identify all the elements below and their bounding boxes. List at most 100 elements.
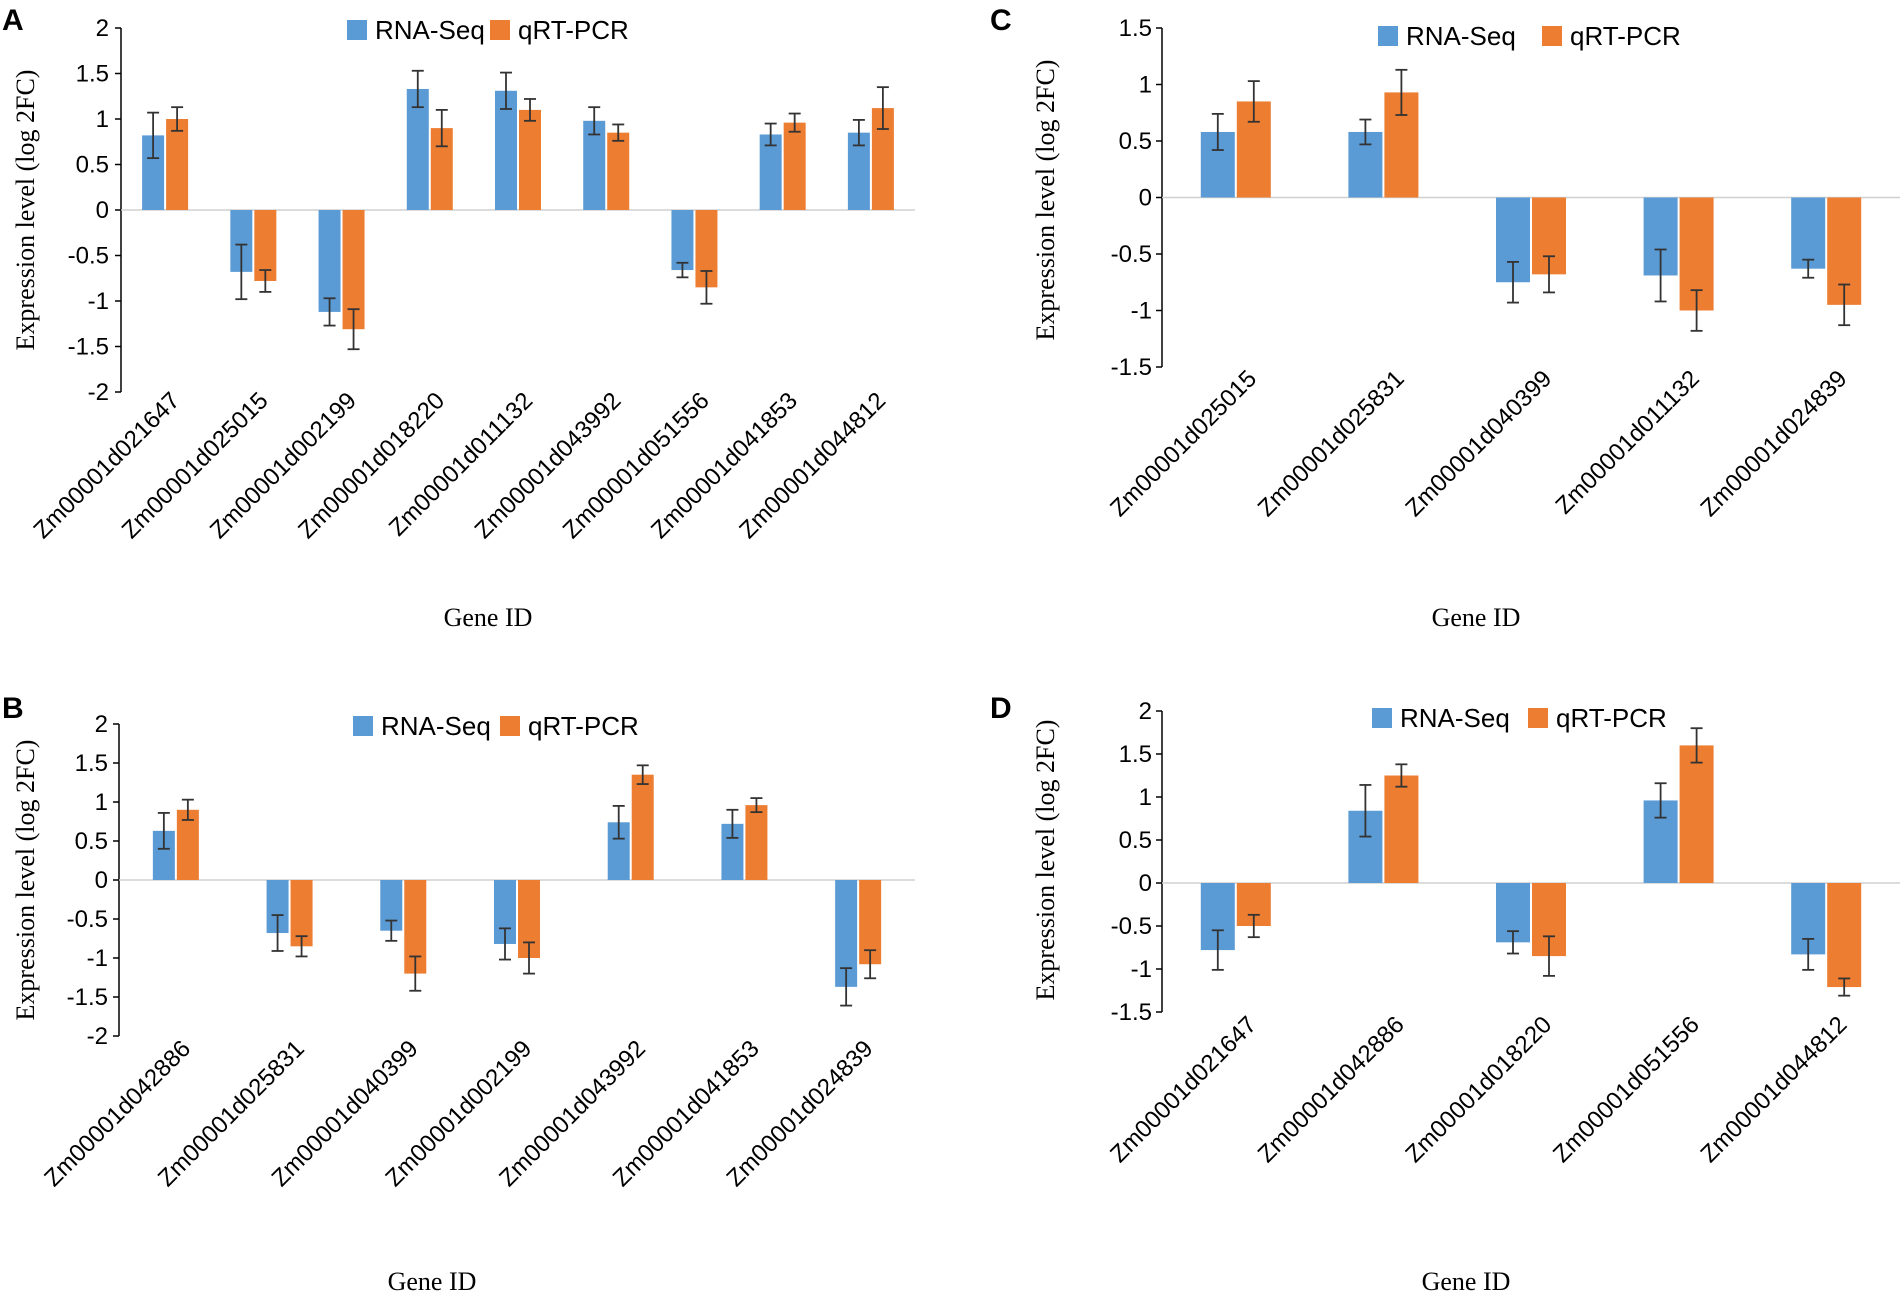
panel-a-letter: A <box>2 4 24 37</box>
panel-d-y-tick-label: 0 <box>1139 870 1152 897</box>
panel-a-y-tick-label: -1.5 <box>68 334 109 361</box>
panel-b-bar-qrt-pcr <box>859 880 882 965</box>
panel-a-bar-qrt-pcr <box>695 210 718 288</box>
panel-a-bar-rna-seq <box>583 120 606 210</box>
panel-a-bar-qrt-pcr <box>783 122 806 210</box>
panel-d-category-label: Zm00001d042886 <box>1253 1011 1410 1168</box>
panel-d-y-tick-label: 1.5 <box>1119 741 1152 768</box>
panel-c-x-axis-title: Gene ID <box>1432 603 1521 632</box>
panel-d-legend-swatch-rna-seq <box>1372 708 1392 728</box>
panel-b-y-tick-label: -0.5 <box>67 906 108 933</box>
panel-c-y-tick-label: -1 <box>1131 298 1152 325</box>
panel-c-category-label: Zm00001d011132 <box>1551 365 1705 519</box>
panel-d-y-axis-title: Expression level (log 2FC) <box>1031 720 1060 1001</box>
panel-b-y-tick-label: -1 <box>87 945 108 972</box>
panel-a-category-label: Zm00001d002199 <box>205 387 362 544</box>
panel-d-y-tick-label: -1 <box>1131 956 1152 983</box>
panel-c-legend-label-rna-seq: RNA-Seq <box>1406 21 1516 51</box>
panel-b-y-tick-label: 0.5 <box>75 828 108 855</box>
panel-a-bar-rna-seq <box>142 135 165 210</box>
panel-a-y-tick-label: 2 <box>96 15 109 42</box>
panel-d-bar-qrt-pcr <box>1679 745 1714 883</box>
panel-a-bar-rna-seq <box>406 88 429 210</box>
panel-b-y-tick-label: -2 <box>87 1023 108 1050</box>
panel-b-bar-qrt-pcr <box>745 805 768 880</box>
panel-c-y-axis-title: Expression level (log 2FC) <box>1031 60 1060 341</box>
panel-c-y-tick-label: 1 <box>1139 72 1152 99</box>
panel-a-category-label: Zm00001d018220 <box>293 387 450 544</box>
panel-a-bar-qrt-pcr <box>607 132 630 210</box>
panel-c-y-tick-label: -1.5 <box>1111 354 1152 381</box>
panel-b-y-tick-label: 0 <box>95 867 108 894</box>
panel-a-bar-rna-seq <box>671 210 694 271</box>
panel-d-letter: D <box>990 692 1012 725</box>
panel-c-bar-rna-seq <box>1791 197 1826 269</box>
panel-b-y-tick-label: 1.5 <box>75 750 108 777</box>
panel-b-bar-rna-seq <box>835 880 858 987</box>
panel-c-legend-label-qrt-pcr: qRT-PCR <box>1570 21 1681 51</box>
panel-d-legend-label-qrt-pcr: qRT-PCR <box>1556 703 1667 733</box>
panel-b-y-tick-label: -1.5 <box>67 984 108 1011</box>
panel-c-letter: C <box>990 4 1012 37</box>
panel-a-bar-qrt-pcr <box>871 108 894 210</box>
panel-a-legend-label-rna-seq: RNA-Seq <box>375 15 485 45</box>
panel-a-category-label: Zm00001d044812 <box>734 387 891 544</box>
panel-b-bar-rna-seq <box>266 880 289 934</box>
panel-b-bar-qrt-pcr <box>176 809 199 880</box>
panel-b-bar-qrt-pcr <box>518 880 540 958</box>
panel-a-bar-qrt-pcr <box>254 210 277 281</box>
panel-a-category-label: Zm00001d051556 <box>558 387 715 544</box>
panel-a-legend-swatch-qrt-pcr <box>490 20 510 40</box>
panel-a-y-tick-label: -0.5 <box>68 243 109 270</box>
panel-b-legend-label-rna-seq: RNA-Seq <box>381 711 491 741</box>
panel-a-bar-qrt-pcr <box>519 109 541 210</box>
panel-a-bar-qrt-pcr <box>430 128 453 210</box>
panel-d-category-label: Zm00001d018220 <box>1400 1011 1557 1168</box>
panel-b-bar-rna-seq <box>152 830 175 880</box>
panel-a-legend-swatch-rna-seq <box>347 20 367 40</box>
panel-a-y-tick-label: 1 <box>96 106 109 133</box>
panel-d-y-tick-label: 0.5 <box>1119 827 1152 854</box>
panel-c-y-tick-label: 1.5 <box>1119 15 1152 42</box>
panel-c-category-label: Zm00001d025831 <box>1253 365 1410 522</box>
panel-a-category-label: Zm00001d041853 <box>646 387 803 544</box>
panel-b-bar-qrt-pcr <box>404 880 427 974</box>
panel-c-category-label: Zm00001d024839 <box>1696 365 1853 522</box>
panel-a-y-tick-label: 0 <box>96 197 109 224</box>
panel-a-y-tick-label: -2 <box>88 379 109 406</box>
panel-d-legend-swatch-qrt-pcr <box>1528 708 1548 728</box>
panel-a-x-axis-title: Gene ID <box>444 603 533 632</box>
panel-d-bar-qrt-pcr <box>1384 775 1419 883</box>
panel-c-category-label: Zm00001d025015 <box>1105 365 1262 522</box>
panel-b-legend-swatch-rna-seq <box>353 716 373 736</box>
panel-c-y-tick-label: 0.5 <box>1119 128 1152 155</box>
panel-a-bar-qrt-pcr <box>342 210 365 330</box>
panel-a-bar-rna-seq <box>847 132 870 210</box>
panel-a-bar-rna-seq <box>230 210 253 272</box>
panel-d-y-tick-label: 2 <box>1139 698 1152 725</box>
panel-d-bar-qrt-pcr <box>1827 883 1862 988</box>
panel-d-category-label: Zm00001d051556 <box>1548 1011 1705 1168</box>
panel-a-y-tick-label: 0.5 <box>76 152 109 179</box>
panel-b-bar-qrt-pcr <box>631 774 654 880</box>
panel-a-bar-rna-seq <box>759 134 782 210</box>
panel-a-bar-rna-seq <box>495 90 517 210</box>
panel-b-x-axis-title: Gene ID <box>388 1267 477 1296</box>
panel-a-category-label: Zm00001d043992 <box>470 387 627 544</box>
panel-c-legend-swatch-qrt-pcr <box>1542 26 1562 46</box>
panel-a-category-label: Zm00001d025015 <box>117 387 274 544</box>
panel-c-y-tick-label: 0 <box>1139 185 1152 212</box>
panel-a-category-label: Zm00001d021647 <box>28 387 185 544</box>
panel-b-bar-rna-seq <box>380 880 403 931</box>
panel-b-letter: B <box>2 692 24 725</box>
panel-b-y-tick-label: 2 <box>95 711 108 738</box>
panel-c-legend-swatch-rna-seq <box>1378 26 1398 46</box>
panel-d-category-label: Zm00001d044812 <box>1696 1011 1853 1168</box>
panel-b-legend-swatch-qrt-pcr <box>500 716 520 736</box>
panel-a-bar-rna-seq <box>318 210 341 312</box>
panel-b-y-tick-label: 1 <box>95 789 108 816</box>
panel-a-y-axis-title: Expression level (log 2FC) <box>11 70 40 351</box>
panel-d-x-axis-title: Gene ID <box>1422 1267 1511 1296</box>
panel-a-legend-label-qrt-pcr: qRT-PCR <box>518 15 629 45</box>
